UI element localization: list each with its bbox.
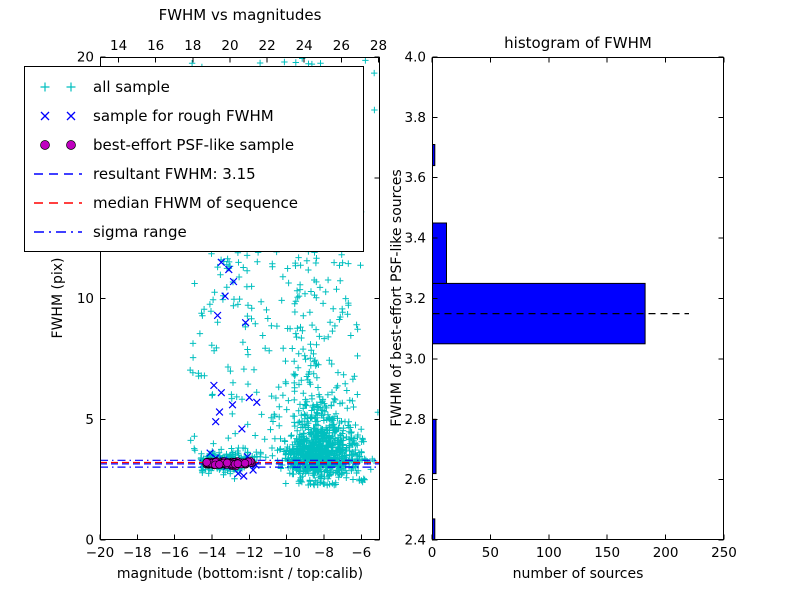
- tick-label: −18: [123, 545, 152, 561]
- tick-label: −14: [198, 545, 227, 561]
- tick-label: 3.6: [405, 170, 426, 186]
- tick-label: 100: [536, 545, 562, 561]
- tick-label: 20: [221, 38, 238, 54]
- tick-label: 28: [370, 38, 387, 54]
- plus-marker-icon: [40, 82, 76, 91]
- right-plot-ylabel: FWHM of best-effort PSF-like sources: [389, 169, 405, 427]
- left-plot-ylabel: FWHM (pix): [50, 257, 66, 339]
- legend-item-label: all sample: [93, 77, 170, 96]
- dashed-line-marker-icon: [34, 201, 82, 204]
- tick-label: −8: [314, 545, 334, 561]
- dashed-line-marker-icon: [34, 172, 82, 175]
- legend-item-label: sample for rough FWHM: [93, 106, 274, 125]
- tick-label: 150: [594, 545, 620, 561]
- tick-label: 5: [85, 412, 94, 428]
- tick-label: 0: [85, 533, 94, 549]
- dashdot-line-marker-icon: [34, 230, 82, 233]
- circle-marker-icon: [40, 139, 76, 150]
- right-plot-title: histogram of FWHM: [504, 34, 652, 52]
- tick-label: 16: [147, 38, 164, 54]
- tick-label: 3.8: [405, 110, 426, 126]
- tick-label: 3.4: [405, 231, 426, 247]
- histogram-plot-area: [432, 144, 689, 541]
- tick-label: −16: [160, 545, 189, 561]
- histogram-bar: [432, 418, 437, 475]
- legend-item-5: median FHWM of sequence: [31, 188, 357, 217]
- psf-like-sample-markers: [202, 457, 256, 471]
- left-plot-title: FWHM vs magnitudes: [158, 6, 322, 24]
- tick-label: 200: [653, 545, 679, 561]
- tick-label: 10: [77, 291, 94, 307]
- histogram-bar: [432, 222, 447, 284]
- legend-item-4: resultant FWHM: 3.15: [31, 159, 357, 188]
- legend-item-label: best-effort PSF-like sample: [93, 135, 295, 154]
- legend-item-2: sample for rough FWHM: [31, 101, 357, 130]
- legend-item-label: sigma range: [93, 222, 187, 241]
- tick-label: 4.0: [405, 50, 426, 66]
- tick-label: 2.8: [405, 412, 426, 428]
- tick-label: 2.4: [405, 533, 426, 549]
- tick-label: 3.0: [405, 351, 426, 367]
- tick-label: 2.6: [405, 472, 426, 488]
- legend-item-label: resultant FWHM: 3.15: [93, 164, 256, 183]
- tick-label: 0: [428, 545, 437, 561]
- tick-label: 18: [184, 38, 201, 54]
- tick-label: 26: [333, 38, 350, 54]
- tick-label: −12: [235, 545, 264, 561]
- tick-label: 14: [110, 38, 127, 54]
- left-plot-xlabel: magnitude (bottom:isnt / top:calib): [116, 566, 364, 582]
- scatter-plot-area: [100, 57, 380, 489]
- tick-label: 22: [259, 38, 276, 54]
- tick-labels: −20 −18 −16 −14 −12 −10 −8 −6 14 16 18 20 22 24 26 28 0 5…: [77, 38, 737, 561]
- tick-label: 20: [77, 50, 94, 66]
- x-marker-icon: [40, 111, 76, 120]
- legend-item-3: best-effort PSF-like sample: [31, 130, 357, 159]
- tick-label: 3.2: [405, 291, 426, 307]
- legend: all sample sample for rough FWHM best-effo…: [24, 66, 364, 252]
- legend-item-label: median FHWM of sequence: [93, 193, 298, 212]
- tick-label: −10: [272, 545, 301, 561]
- tick-label: 24: [296, 38, 313, 54]
- legend-item-6: sigma range: [31, 217, 357, 246]
- tick-label: −20: [86, 545, 115, 561]
- tick-label: −6: [351, 545, 371, 561]
- histogram-bar: [432, 282, 646, 345]
- right-plot-xlabel: number of sources: [512, 566, 644, 582]
- tick-label: 250: [711, 545, 737, 561]
- legend-item-1: all sample: [31, 72, 357, 101]
- axes: [99, 56, 725, 541]
- tick-label: 50: [482, 545, 499, 561]
